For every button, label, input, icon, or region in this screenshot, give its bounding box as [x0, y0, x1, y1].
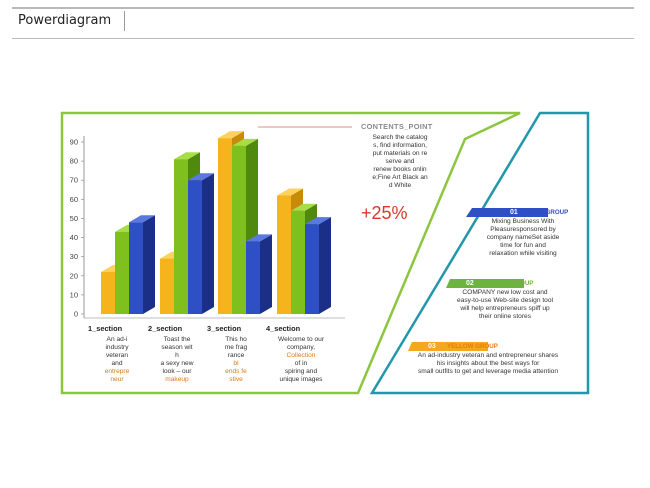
bar-top — [188, 173, 214, 181]
bar-4_section-series3 — [305, 217, 331, 314]
y-tick-label: 30 — [70, 252, 78, 261]
page-title: Powerdiagram — [18, 13, 112, 28]
y-tick-label: 80 — [70, 157, 78, 166]
green-group-tab — [446, 279, 524, 288]
section-title-3: 3_section — [207, 324, 242, 333]
bar-2_section-series3 — [188, 173, 214, 314]
y-tick-label: 10 — [70, 290, 78, 299]
group-desc-2: COMPANY new low cost and easy-to-use Web-… — [457, 289, 553, 320]
bar-top — [218, 131, 244, 139]
group-name-1: BLUE GROUP — [527, 209, 569, 216]
y-axis: 0 10 20 30 40 50 60 70 80 90 — [70, 136, 345, 319]
bar-top — [291, 203, 317, 211]
bar-front — [218, 138, 232, 314]
y-tick-label: 20 — [70, 271, 78, 280]
bar-front — [291, 210, 305, 314]
bar-side — [319, 217, 331, 314]
group-desc-1: Mixing Business With Pleasuresponsored by… — [486, 218, 560, 257]
section-desc-3: This ho me frag rance bl ends fe stive — [224, 336, 248, 383]
bar-top — [129, 215, 155, 223]
y-tick-label: 60 — [70, 195, 78, 204]
bar-front — [232, 145, 246, 314]
section-title-1: 1_section — [88, 324, 123, 333]
blue-group-tab — [466, 208, 548, 217]
green-frame — [60, 111, 521, 395]
y-tick-label: 90 — [70, 138, 78, 147]
group-name-2: GREEN GROUP — [487, 280, 534, 287]
bar-front — [160, 258, 174, 314]
bar-front — [174, 159, 188, 314]
title-separator — [124, 11, 125, 31]
bar-side — [202, 173, 214, 314]
bar-front — [101, 271, 115, 314]
y-tick-label: 40 — [70, 233, 78, 242]
bar-top — [232, 138, 258, 146]
bar-front — [115, 231, 129, 314]
section-desc-4: Welcome to our company, Collection of in spi… — [277, 336, 325, 383]
bar-front — [246, 241, 260, 314]
teal-frame — [369, 111, 590, 395]
bar-side — [143, 215, 155, 314]
contents-point-text: Search the catalog s, find information, pu… — [372, 134, 428, 189]
group-name-3: YELLOW GROUP — [447, 343, 498, 350]
section-title-4: 4_section — [266, 324, 301, 333]
bar-top — [246, 234, 272, 242]
bar-top — [305, 217, 331, 225]
bar-3_section-series3 — [246, 234, 272, 314]
group-number-2: 02 — [466, 280, 474, 287]
top-rule — [12, 7, 634, 9]
bar-front — [129, 222, 143, 314]
percent-value: +25% — [361, 203, 408, 223]
yellow-group-tab — [408, 342, 488, 351]
bar-side — [260, 234, 272, 314]
section-desc-1: An ad-i industry veteran and entrepre neur — [104, 336, 130, 383]
bar-top — [174, 152, 200, 160]
bar-top — [277, 188, 303, 196]
group-number-3: 03 — [428, 343, 436, 350]
bar-front — [277, 195, 291, 314]
bar-1_section-series3 — [129, 215, 155, 314]
section-desc-2: Toast the season wit h a sexy new look – our… — [160, 336, 194, 383]
bar-front — [188, 180, 202, 314]
group-desc-3: An ad-industry veteran and entrepreneur … — [417, 352, 559, 375]
y-tick-label: 0 — [74, 310, 78, 319]
bar-front — [305, 224, 319, 314]
group-number-1: 01 — [510, 209, 518, 216]
header-rule — [12, 38, 634, 39]
y-tick-label: 50 — [70, 214, 78, 223]
y-tick-label: 70 — [70, 176, 78, 185]
contents-point-label: CONTENTS_POINT — [361, 122, 433, 131]
bars — [101, 131, 331, 314]
section-title-2: 2_section — [148, 324, 183, 333]
